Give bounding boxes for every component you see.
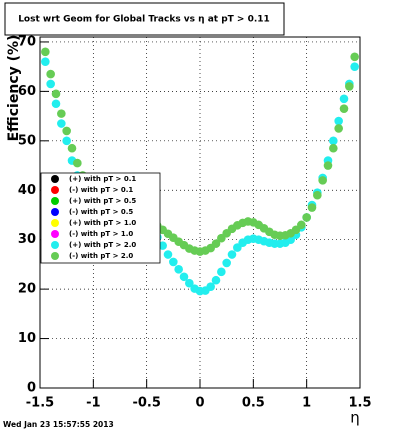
data-point xyxy=(211,275,221,285)
y-tick-label: 30 xyxy=(18,232,36,247)
legend-marker xyxy=(51,219,59,227)
data-point xyxy=(41,57,50,67)
data-point xyxy=(57,109,66,118)
timestamp: Wed Jan 23 15:57:55 2013 xyxy=(3,420,114,429)
data-point xyxy=(46,69,55,79)
data-point xyxy=(323,161,333,170)
legend-label: (-) with pT > 2.0 xyxy=(69,252,133,260)
data-point xyxy=(174,265,183,274)
data-point xyxy=(345,82,354,91)
y-tick-label: 10 xyxy=(18,331,36,346)
data-point xyxy=(334,124,343,133)
y-tick-label: 70 xyxy=(18,34,36,49)
legend-marker xyxy=(51,197,59,205)
legend-marker xyxy=(51,252,59,260)
legend-label: (+) with pT > 0.1 xyxy=(69,175,136,183)
data-point xyxy=(62,136,71,146)
data-point xyxy=(51,89,61,99)
y-tick-label: 60 xyxy=(18,84,36,99)
legend-marker xyxy=(51,230,59,238)
legend-label: (-) with pT > 0.5 xyxy=(69,208,133,216)
data-point xyxy=(217,267,226,277)
data-point xyxy=(307,203,317,212)
data-point xyxy=(222,258,231,268)
data-point xyxy=(46,79,55,89)
y-tick-label: 0 xyxy=(27,381,36,396)
data-point xyxy=(329,136,338,146)
x-tick-label: 1.5 xyxy=(348,396,371,411)
x-axis-label: η xyxy=(350,409,360,427)
data-point xyxy=(313,190,322,200)
data-point xyxy=(57,119,66,128)
data-point xyxy=(318,176,327,185)
legend-label: (-) with pT > 1.0 xyxy=(69,230,133,238)
x-tick-label: 0 xyxy=(195,396,204,411)
y-tick-label: 50 xyxy=(18,133,36,148)
data-point xyxy=(339,104,349,113)
x-tick-label: -0.5 xyxy=(132,396,160,411)
data-point xyxy=(297,220,306,230)
data-point xyxy=(350,62,359,71)
legend-marker xyxy=(51,186,59,194)
chart-title: Lost wrt Geom for Global Tracks vs η at … xyxy=(18,15,270,25)
x-tick-label: -1 xyxy=(86,396,100,411)
data-point xyxy=(51,99,61,109)
data-point xyxy=(158,241,167,250)
x-tick-label: 1 xyxy=(302,396,311,411)
legend-marker xyxy=(51,175,59,183)
data-point xyxy=(350,52,359,62)
data-point xyxy=(185,278,194,288)
data-point xyxy=(334,116,343,126)
x-tick-label: -1.5 xyxy=(26,396,54,411)
legend-marker xyxy=(51,241,59,249)
y-tick-label: 40 xyxy=(18,183,36,198)
data-point xyxy=(227,250,237,259)
x-tick-label: 0.5 xyxy=(242,396,265,411)
data-point xyxy=(41,47,50,57)
legend-box xyxy=(40,172,161,264)
y-axis-label: Efficiency (%) xyxy=(6,35,22,142)
data-point xyxy=(179,272,189,282)
legend-label: (+) with pT > 2.0 xyxy=(69,241,136,249)
legend-label: (+) with pT > 0.5 xyxy=(69,197,136,205)
data-point xyxy=(302,213,311,222)
data-point xyxy=(339,94,349,104)
plot-frame xyxy=(39,36,361,389)
legend-label: (+) with pT > 1.0 xyxy=(69,219,136,227)
y-tick-label: 20 xyxy=(18,282,36,297)
data-point xyxy=(329,143,338,153)
data-point xyxy=(211,239,221,248)
data-point xyxy=(73,158,82,168)
data-point xyxy=(62,126,71,136)
legend-label: (-) with pT > 0.1 xyxy=(69,186,133,194)
legend-marker xyxy=(51,208,59,216)
title-box xyxy=(4,2,285,36)
data-point xyxy=(163,250,173,259)
data-point xyxy=(206,282,215,291)
data-point xyxy=(67,143,77,153)
data-point xyxy=(169,257,178,267)
